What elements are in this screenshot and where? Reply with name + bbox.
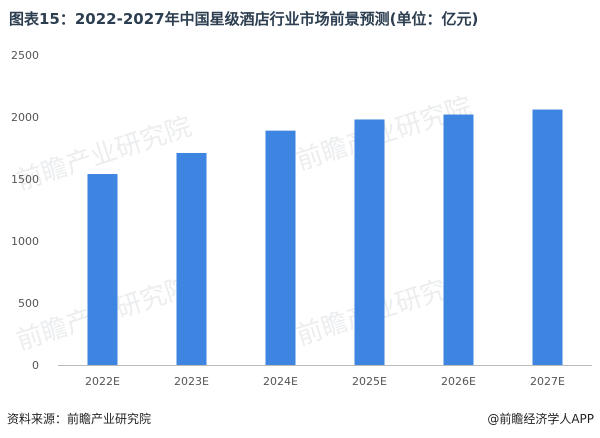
x-tick-label: 2026E bbox=[441, 375, 476, 388]
x-tick-label: 2025E bbox=[352, 375, 387, 388]
x-tick-label: 2023E bbox=[174, 375, 209, 388]
y-tick-label: 2000 bbox=[11, 111, 39, 124]
source-note: 资料来源：前瞻产业研究院 bbox=[7, 412, 152, 426]
bars bbox=[87, 109, 563, 366]
y-tick-label: 0 bbox=[32, 359, 39, 372]
bar-2023E bbox=[176, 152, 207, 365]
y-tick-label: 500 bbox=[18, 297, 39, 310]
bar-2022E bbox=[87, 174, 118, 365]
chart-title: 图表15：2022-2027年中国星级酒店行业市场前景预测(单位：亿元) bbox=[9, 10, 479, 28]
watermark-layer: 前瞻产业研究院前瞻产业研究院前瞻产业研究院前瞻产业研究院 bbox=[13, 92, 475, 357]
bar-2026E bbox=[443, 114, 474, 366]
bar-2025E bbox=[354, 119, 385, 365]
y-axis: 0 500 1000 1500 2000 2500 bbox=[11, 49, 39, 372]
bar-2027E bbox=[532, 109, 563, 365]
y-tick-label: 2500 bbox=[11, 49, 39, 62]
x-tick-label: 2024E bbox=[263, 375, 298, 388]
y-tick-label: 1500 bbox=[11, 173, 39, 186]
x-axis: 2022E 2023E 2024E 2025E 2026E 2027E bbox=[85, 375, 565, 388]
bar-2024E bbox=[265, 130, 296, 365]
brand-credit: @前瞻经济学人APP bbox=[487, 412, 594, 426]
y-tick-label: 1000 bbox=[11, 235, 39, 248]
x-tick-label: 2022E bbox=[85, 375, 120, 388]
x-tick-label: 2027E bbox=[530, 375, 565, 388]
